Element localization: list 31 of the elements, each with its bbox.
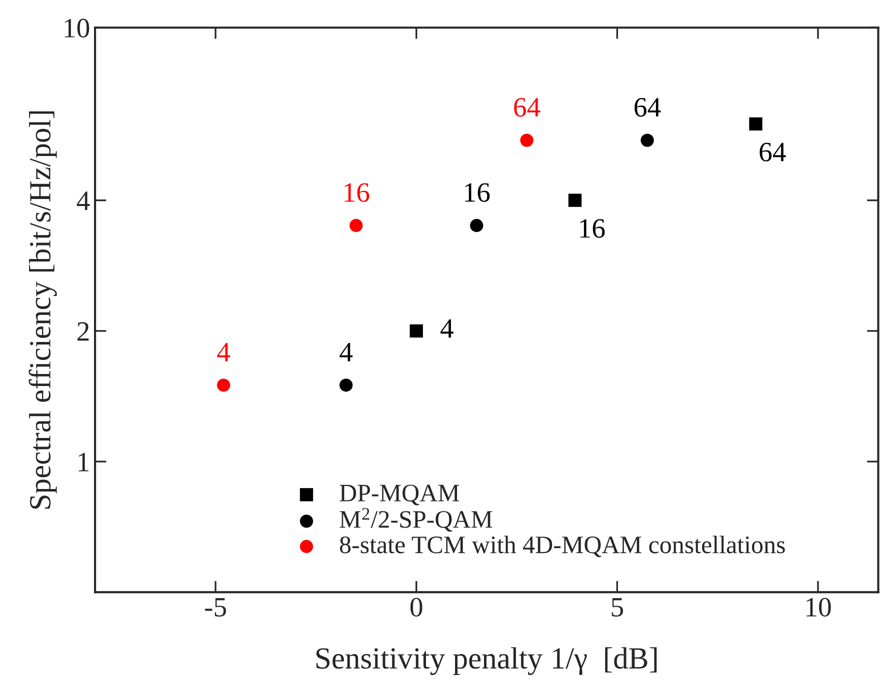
y-tick-label: 4 [76, 192, 90, 210]
x-axis-title: Sensitivity penalty 1/γ [dB] [316, 647, 657, 676]
annotation: 16 [344, 183, 370, 202]
point [339, 378, 353, 392]
annotation: 4 [440, 319, 454, 338]
legend-label: DP-MQAM [340, 484, 460, 506]
x-tick-label: 0 [410, 598, 422, 617]
point [568, 194, 582, 207]
annotation: 64 [760, 142, 786, 162]
y-axis-title: Spectral efficiency [bit/s/Hz/pol] [28, 111, 57, 509]
point [749, 117, 762, 130]
legend-label: M$^{2}$/2-SP-QAM [340, 508, 492, 532]
annotation: 4 [340, 342, 353, 362]
point [410, 324, 423, 338]
point [216, 378, 230, 392]
annotation: 4 [217, 342, 230, 362]
y-tick-label: 2 [78, 322, 89, 341]
point [350, 218, 363, 232]
annotation: 16 [465, 183, 490, 202]
x-tick-label: 10 [806, 598, 831, 617]
x-tick-label: 5 [612, 598, 624, 617]
annotation: 16 [580, 219, 605, 238]
point [520, 134, 534, 147]
annotation: 64 [634, 98, 661, 117]
point [470, 218, 484, 232]
y-tick-label: 1 [78, 452, 89, 472]
legend-label: 8-state TCM with 4D-MQAM constellations [340, 536, 785, 558]
point [640, 134, 654, 147]
annotation: 64 [514, 98, 540, 117]
y-tick-label: 10 [64, 18, 90, 38]
x-tick-label: -5 [204, 598, 226, 617]
